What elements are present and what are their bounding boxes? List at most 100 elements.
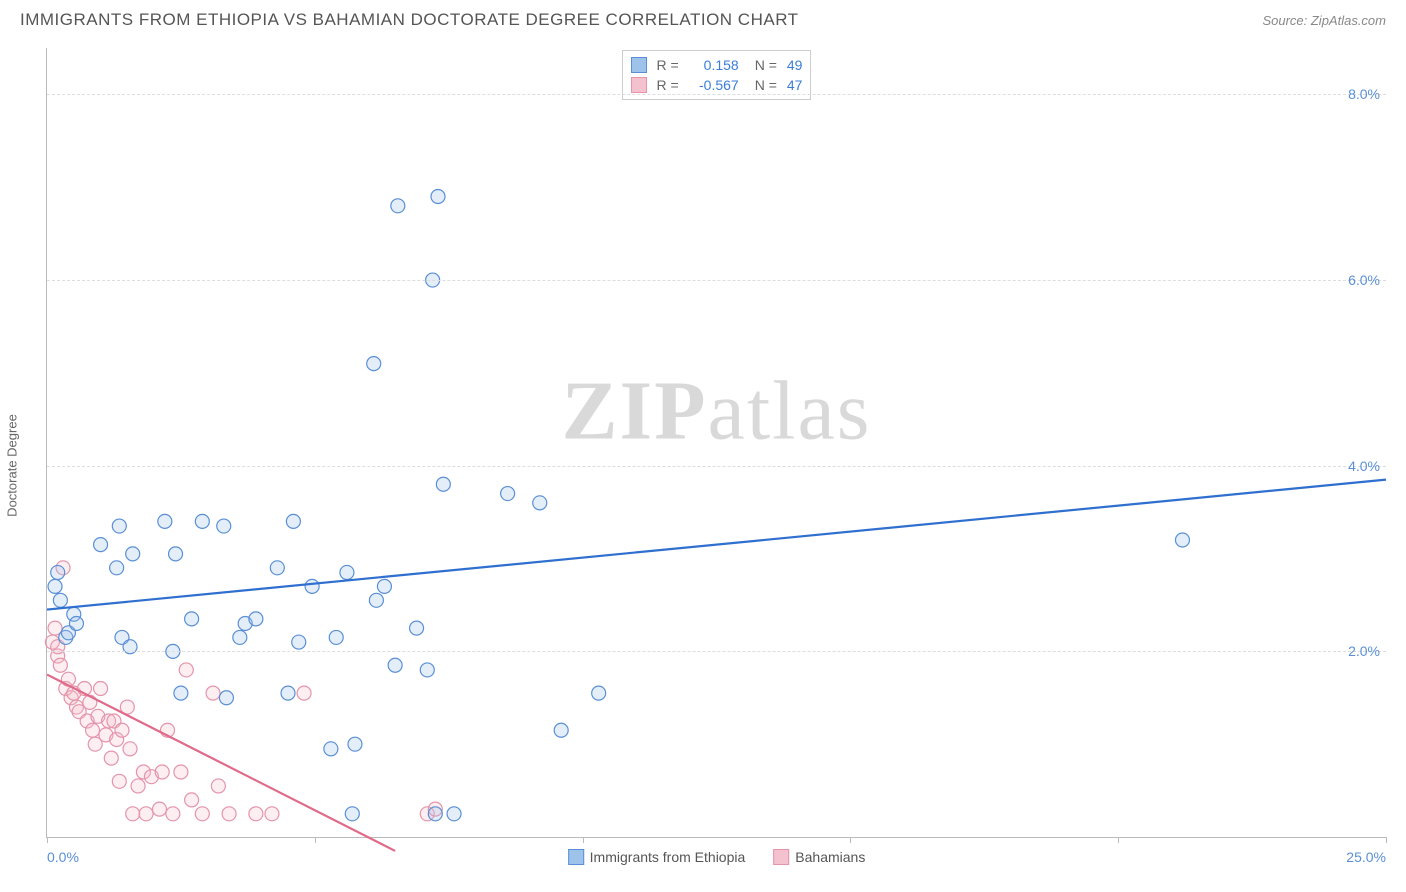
n-value-bahamians: 47 (787, 75, 803, 95)
data-point-ethiopia (174, 686, 188, 700)
y-tick-label: 8.0% (1348, 86, 1380, 102)
data-point-ethiopia (329, 630, 343, 644)
data-point-ethiopia (348, 737, 362, 751)
data-point-ethiopia (292, 635, 306, 649)
x-tick-mark (315, 837, 316, 843)
data-point-bahamians (179, 663, 193, 677)
data-point-bahamians (297, 686, 311, 700)
data-point-ethiopia (110, 561, 124, 575)
data-point-ethiopia (420, 663, 434, 677)
data-point-ethiopia (219, 691, 233, 705)
data-point-ethiopia (592, 686, 606, 700)
swatch-ethiopia (568, 849, 584, 865)
data-point-ethiopia (126, 547, 140, 561)
data-point-bahamians (152, 802, 166, 816)
data-point-bahamians (195, 807, 209, 821)
r-value-ethiopia: 0.158 (685, 55, 739, 75)
data-point-ethiopia (369, 593, 383, 607)
data-point-ethiopia (345, 807, 359, 821)
legend-label-bahamians: Bahamians (795, 849, 865, 865)
data-point-bahamians (222, 807, 236, 821)
y-tick-label: 6.0% (1348, 272, 1380, 288)
r-label: R = (657, 55, 679, 75)
data-point-bahamians (206, 686, 220, 700)
data-point-ethiopia (554, 723, 568, 737)
y-tick-label: 4.0% (1348, 458, 1380, 474)
data-point-ethiopia (436, 477, 450, 491)
data-point-ethiopia (112, 519, 126, 533)
data-point-ethiopia (48, 579, 62, 593)
data-point-ethiopia (217, 519, 231, 533)
data-point-bahamians (83, 695, 97, 709)
y-axis-label: Doctorate Degree (5, 414, 20, 517)
plot-region: ZIPatlas R = 0.158 N = 49 R = -0.567 N =… (46, 48, 1386, 838)
legend-item-bahamians: Bahamians (773, 849, 865, 865)
data-point-ethiopia (94, 538, 108, 552)
data-point-bahamians (139, 807, 153, 821)
gridline-h (47, 280, 1386, 281)
data-point-bahamians (155, 765, 169, 779)
data-point-ethiopia (324, 742, 338, 756)
data-point-ethiopia (501, 487, 515, 501)
data-point-ethiopia (410, 621, 424, 635)
legend-label-ethiopia: Immigrants from Ethiopia (590, 849, 746, 865)
n-value-ethiopia: 49 (787, 55, 803, 75)
data-point-bahamians (115, 723, 129, 737)
source-prefix: Source: (1262, 13, 1310, 28)
data-point-ethiopia (428, 807, 442, 821)
data-point-bahamians (211, 779, 225, 793)
data-point-ethiopia (377, 579, 391, 593)
x-tick-mark (583, 837, 584, 843)
data-point-ethiopia (286, 514, 300, 528)
data-point-bahamians (86, 723, 100, 737)
data-point-bahamians (166, 807, 180, 821)
legend-row-bahamians: R = -0.567 N = 47 (631, 75, 803, 95)
x-tick-label: 0.0% (47, 849, 79, 865)
data-point-ethiopia (340, 565, 354, 579)
data-point-ethiopia (69, 617, 83, 631)
data-point-bahamians (112, 774, 126, 788)
data-point-bahamians (94, 681, 108, 695)
n-label: N = (755, 75, 777, 95)
legend-item-ethiopia: Immigrants from Ethiopia (568, 849, 746, 865)
data-point-ethiopia (391, 199, 405, 213)
source-name: ZipAtlas.com (1311, 13, 1386, 28)
data-point-bahamians (174, 765, 188, 779)
data-point-ethiopia (270, 561, 284, 575)
r-value-bahamians: -0.567 (685, 75, 739, 95)
data-point-bahamians (185, 793, 199, 807)
data-point-bahamians (249, 807, 263, 821)
data-point-ethiopia (158, 514, 172, 528)
data-point-ethiopia (447, 807, 461, 821)
x-tick-mark (850, 837, 851, 843)
n-label: N = (755, 55, 777, 75)
data-point-ethiopia (367, 357, 381, 371)
legend-row-ethiopia: R = 0.158 N = 49 (631, 55, 803, 75)
swatch-bahamians (631, 77, 647, 93)
data-point-ethiopia (533, 496, 547, 510)
series-legend: Immigrants from Ethiopia Bahamians (568, 849, 866, 865)
data-point-ethiopia (249, 612, 263, 626)
plot-svg (47, 48, 1386, 837)
data-point-ethiopia (305, 579, 319, 593)
correlation-legend: R = 0.158 N = 49 R = -0.567 N = 47 (622, 50, 812, 100)
gridline-h (47, 466, 1386, 467)
data-point-bahamians (53, 658, 67, 672)
data-point-bahamians (265, 807, 279, 821)
data-point-ethiopia (185, 612, 199, 626)
data-point-bahamians (126, 807, 140, 821)
swatch-ethiopia (631, 57, 647, 73)
chart-title: IMMIGRANTS FROM ETHIOPIA VS BAHAMIAN DOC… (20, 10, 799, 30)
data-point-ethiopia (169, 547, 183, 561)
data-point-ethiopia (195, 514, 209, 528)
x-tick-mark (1386, 837, 1387, 843)
y-tick-label: 2.0% (1348, 643, 1380, 659)
data-point-bahamians (131, 779, 145, 793)
data-point-ethiopia (388, 658, 402, 672)
x-tick-mark (47, 837, 48, 843)
chart-area: Doctorate Degree ZIPatlas R = 0.158 N = … (0, 38, 1406, 878)
data-point-ethiopia (431, 190, 445, 204)
data-point-bahamians (123, 742, 137, 756)
data-point-ethiopia (53, 593, 67, 607)
chart-source: Source: ZipAtlas.com (1262, 13, 1386, 28)
